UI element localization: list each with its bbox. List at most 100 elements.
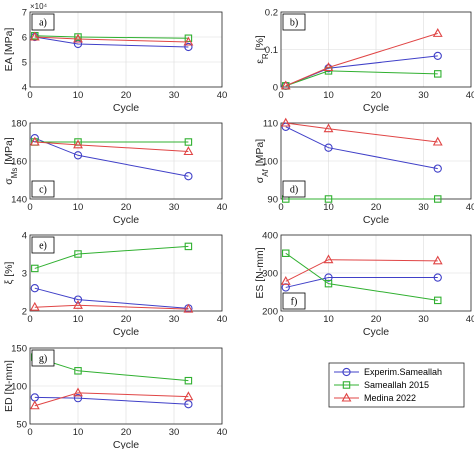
x-tick-label: 0 [27,202,32,213]
panel-tag: a) [39,18,47,29]
series-line-exp [34,137,189,177]
y-tick-label: 100 [11,381,27,392]
x-tick-label: 40 [217,90,228,101]
panel-tag: c) [39,185,47,196]
data-point-s2015 [433,296,442,305]
panel-tag: g) [39,354,47,365]
y-tick-label: 180 [11,118,27,129]
panel-tag-box [282,292,306,310]
y-axis-label: σMs [MPa] [3,137,19,185]
x-tick-label: 0 [27,90,32,101]
data-point-m2022 [323,254,334,264]
series-line-m2022 [285,32,438,87]
x-tick-label: 0 [278,202,283,213]
series-line-exp [285,126,438,170]
x-tick-label: 40 [217,427,228,438]
x-axis-label: Cycle [363,214,389,226]
series-line-m2022 [34,304,189,310]
panel-c: 0 10 20 30 40 140 160 180 Cycle σMs [MPa] c) [3,118,227,226]
x-tick-label: 20 [121,427,132,438]
series-line-exp [34,36,189,48]
data-point-m2022 [73,139,83,149]
legend-label-exp: Experim.Sameallah [364,367,442,377]
x-axis-label: Cycle [113,102,139,114]
x-tick-label: 10 [323,202,334,213]
data-point-s2015 [31,264,39,273]
y-axis-label: εR [%] [254,35,270,64]
data-point-s2015 [433,70,442,78]
data-point-m2022 [432,255,443,265]
data-point-m2022 [29,400,40,410]
panel-tag: d) [290,185,298,196]
series-line-s2015 [34,245,189,269]
x-tick-label: 30 [169,202,180,213]
series-line-exp [285,277,438,288]
data-point-m2022 [280,276,291,285]
series-line-m2022 [285,122,438,143]
data-point-s2015 [184,34,193,42]
x-tick-label: 40 [217,202,228,213]
panel-tag: b) [290,18,298,29]
data-point-m2022 [323,62,334,72]
data-point-m2022 [73,387,83,397]
data-point-m2022 [183,36,194,46]
x-tick-label: 0 [27,427,32,438]
y-tick-label: 90 [267,194,278,205]
x-tick-label: 20 [121,202,132,213]
data-point-m2022 [29,136,40,146]
x-axis-label: Cycle [113,214,139,226]
y-tick-label: 110 [263,118,278,129]
data-point-m2022 [29,31,40,41]
legend-marker-exp [342,367,351,377]
panel-d: 0 10 20 30 40 90 100 110 Cycle σAf [MPa] d) [254,117,474,226]
x-tick-label: 20 [371,314,382,325]
legend-marker-s2015 [342,381,351,389]
panel-e: 0 10 20 30 40 2 3 4 Cycle ξ [%] e) [3,230,227,338]
series-line-s2015 [34,35,189,39]
axis-frame [29,122,223,200]
data-point-exp [30,284,39,293]
data-point-s2015 [281,249,290,257]
y-tick-label: 7 [22,7,27,18]
y-tick-label: 300 [262,268,278,279]
data-point-exp [433,273,442,282]
series-line-exp [34,287,189,309]
x-tick-label: 40 [466,202,474,213]
y-tick-label: 100 [262,156,278,167]
data-point-m2022 [183,303,194,313]
series-line-m2022 [285,259,438,282]
y-tick-label: 0.2 [265,7,278,18]
axis-frame [29,347,223,425]
x-tick-label: 30 [169,427,180,438]
data-point-s2015 [324,279,333,288]
legend-label-m2022: Medina 2022 [364,393,416,403]
data-point-m2022 [432,28,443,37]
x-tick-label: 20 [371,90,382,101]
x-tick-label: 30 [418,314,429,325]
data-point-m2022 [280,80,291,90]
x-tick-label: 10 [323,90,334,101]
data-point-s2015 [184,376,193,385]
x-tick-label: 10 [73,314,84,325]
y-tick-label: 3 [22,268,27,279]
x-tick-label: 40 [217,314,228,325]
y-tick-label: 0 [273,82,278,93]
series-line-m2022 [34,36,189,43]
panel-f: 0 10 20 30 40 200 300 400 Cycle ES [N-mm] f) [254,230,474,338]
x-tick-label: 10 [73,90,84,101]
series-line-m2022 [34,392,189,407]
x-axis-label: Cycle [113,326,139,338]
data-point-exp [73,394,83,403]
y-tick-label: 150 [11,343,27,354]
panel-tag: e) [39,241,47,252]
panel-tag-box [31,236,55,254]
x-tick-label: 20 [371,202,382,213]
x-axis-label: Cycle [363,326,389,338]
panel-tag-box [31,180,55,198]
panel-tag-box [31,349,55,367]
data-point-m2022 [29,301,40,311]
data-point-s2015 [184,138,193,146]
data-point-exp [324,273,333,282]
x-tick-label: 20 [121,314,132,325]
